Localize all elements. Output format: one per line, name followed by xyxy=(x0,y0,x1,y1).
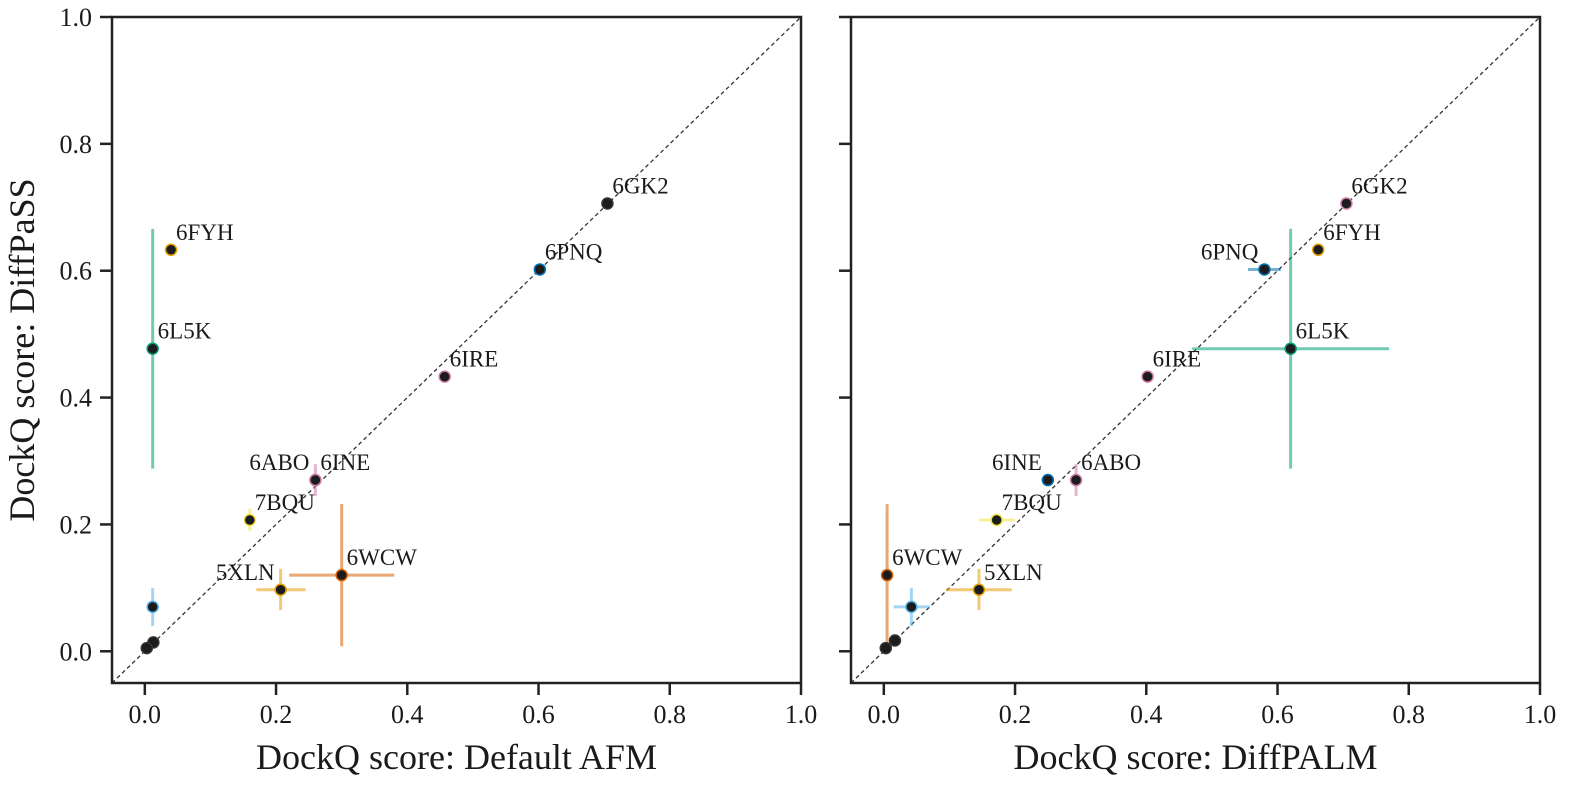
y-tick-label: 0.6 xyxy=(60,257,93,286)
x-tick-label: 0.0 xyxy=(868,700,901,729)
x-axis-label: DockQ score: DiffPALM xyxy=(1014,737,1378,777)
data-point xyxy=(1141,370,1154,383)
x-tick-label: 0.8 xyxy=(1393,700,1426,729)
left-panel: 6GK2 6PNQ 6FYH 6L5K 6IRE 6INE 6ABO 7BQU 6WCW 5XLN… xyxy=(2,3,817,777)
data-point xyxy=(243,513,257,527)
point-label: 6IRE xyxy=(1153,347,1202,372)
x-tick-label: 0.6 xyxy=(1261,700,1294,729)
data-point xyxy=(438,370,451,383)
data-point xyxy=(880,568,894,582)
y-tick-label: 0.2 xyxy=(60,510,93,539)
point-label: 6GK2 xyxy=(612,173,668,198)
y-tick-label: 1.0 xyxy=(60,3,93,32)
x-tick-label: 0.8 xyxy=(654,700,687,729)
x-tick-label: 0.6 xyxy=(522,700,555,729)
y-tick-label: 0.4 xyxy=(60,384,93,413)
x-axis-label: DockQ score: Default AFM xyxy=(256,737,657,777)
point-label: 6INE xyxy=(992,450,1042,475)
x-tick-label: 1.0 xyxy=(785,700,818,729)
point-label: 6PNQ xyxy=(545,239,603,264)
data-point xyxy=(146,342,159,355)
point-label: 7BQU xyxy=(1002,490,1062,515)
axes-frame xyxy=(110,15,803,685)
data-point xyxy=(601,197,614,210)
point-label: 6IRE xyxy=(450,347,499,372)
point-label: 7BQU xyxy=(255,490,315,515)
data-point xyxy=(972,583,986,597)
data-point xyxy=(1311,243,1325,257)
data-point xyxy=(274,583,287,597)
y-tick-label: 0.8 xyxy=(60,130,93,159)
data-point xyxy=(990,513,1003,527)
point-label: 5XLN xyxy=(216,560,275,585)
x-tick-label: 0.2 xyxy=(999,700,1032,729)
y-tick-label: 0.0 xyxy=(60,637,93,666)
x-tick-label: 0.0 xyxy=(129,700,162,729)
x-tick-label: 0.2 xyxy=(260,700,293,729)
data-point xyxy=(1284,342,1297,355)
data-point xyxy=(335,568,348,582)
point-label: 6ABO xyxy=(249,450,309,475)
right-panel: 6GK2 6PNQ 6FYH 6L5K 6IRE 6INE 6ABO 7BQU 6WCW 5XLN… xyxy=(839,15,1557,777)
point-label: 6FYH xyxy=(176,220,234,245)
data-point xyxy=(146,600,159,614)
point-label: 6L5K xyxy=(158,319,212,344)
y-axis-label: DockQ score: DiffPaSS xyxy=(2,178,42,521)
point-label: 6ABO xyxy=(1081,450,1141,475)
point-label: 6L5K xyxy=(1296,319,1350,344)
data-point xyxy=(533,263,547,276)
point-label: 6WCW xyxy=(892,545,963,570)
point-label: 6FYH xyxy=(1323,220,1381,245)
data-point xyxy=(309,473,322,487)
data-point xyxy=(1069,473,1083,487)
point-label: 6WCW xyxy=(347,545,418,570)
axes-frame xyxy=(849,15,1542,685)
data-point xyxy=(1258,263,1271,276)
point-label: 5XLN xyxy=(984,560,1043,585)
x-tick-label: 1.0 xyxy=(1524,700,1557,729)
diagonal-line xyxy=(111,16,802,684)
point-label: 6INE xyxy=(320,450,370,475)
x-tick-label: 0.4 xyxy=(391,700,424,729)
data-point xyxy=(1340,197,1353,210)
data-point xyxy=(164,243,178,257)
point-label: 6PNQ xyxy=(1201,239,1259,264)
point-label: 6GK2 xyxy=(1351,173,1407,198)
data-point xyxy=(1041,473,1055,487)
data-point xyxy=(879,641,893,655)
data-point xyxy=(140,641,154,655)
x-tick-label: 0.4 xyxy=(1130,700,1163,729)
data-point xyxy=(888,634,902,647)
data-point xyxy=(905,600,918,614)
